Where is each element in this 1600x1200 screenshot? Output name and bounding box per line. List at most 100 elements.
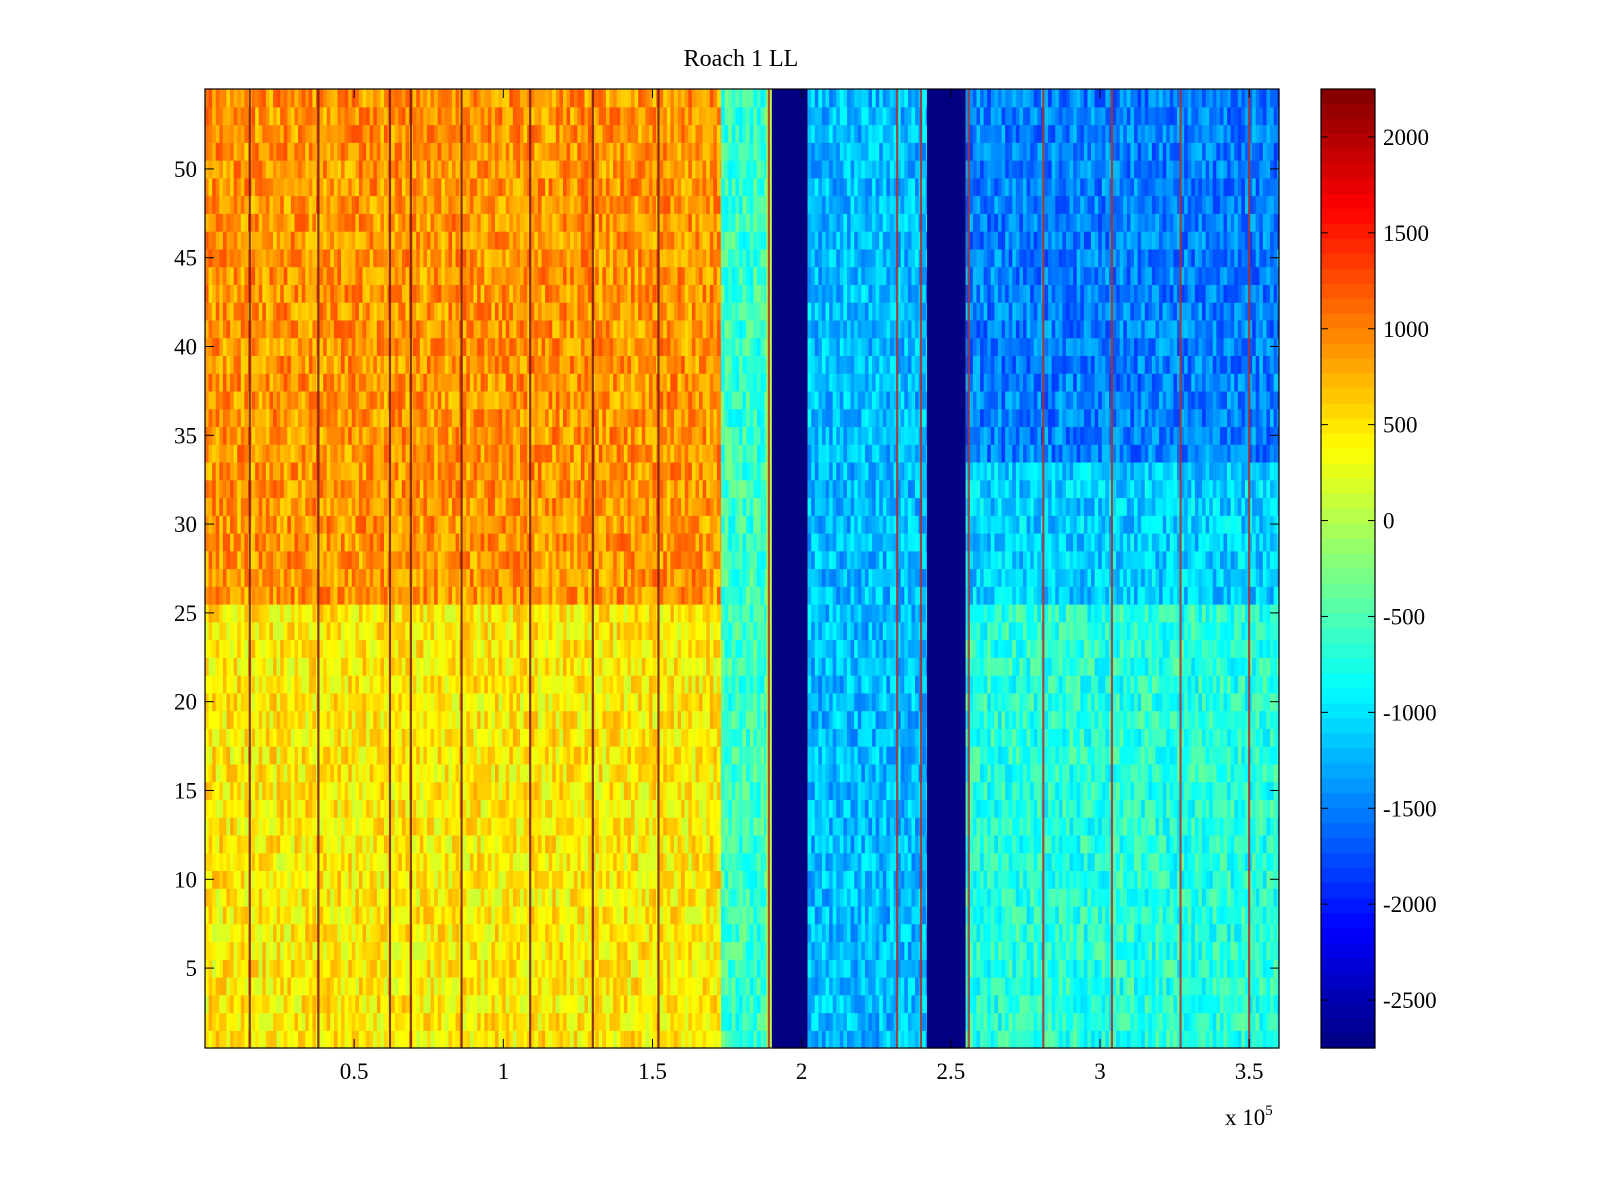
heatmap-cell <box>226 550 231 570</box>
heatmap-cell <box>580 888 586 907</box>
heatmap-cell <box>376 675 382 694</box>
heatmap-cell <box>366 586 371 605</box>
heatmap-cell <box>570 834 575 854</box>
heatmap-cell <box>691 479 697 499</box>
heatmap-cell <box>376 728 382 747</box>
heatmap-cell <box>283 781 288 800</box>
heatmap-cell <box>412 799 417 818</box>
heatmap-cell <box>713 799 718 818</box>
heatmap-cell <box>641 941 646 960</box>
heatmap-cell <box>466 870 471 889</box>
heatmap-cell <box>444 870 450 889</box>
heatmap-cell <box>555 976 561 996</box>
heatmap-cell <box>505 675 510 694</box>
heatmap-cell <box>688 639 693 658</box>
heatmap-cell <box>373 888 378 907</box>
heatmap-cell <box>570 994 575 1014</box>
heatmap-cell <box>437 657 442 676</box>
heatmap-cell <box>394 692 399 712</box>
heatmap-cell <box>627 959 632 978</box>
heatmap-cell <box>308 710 313 729</box>
heatmap-cell <box>713 728 718 747</box>
heatmap-cell <box>398 621 403 641</box>
heatmap-cell <box>684 799 689 818</box>
heatmap-cell <box>262 621 267 641</box>
heatmap-cell <box>434 675 439 694</box>
heatmap-cell <box>602 604 607 623</box>
heatmap-cell <box>255 568 260 587</box>
heatmap-cell <box>623 710 629 729</box>
heatmap-cell <box>541 1030 546 1049</box>
heatmap-plot-area <box>205 89 1280 1049</box>
heatmap-cell <box>373 639 378 658</box>
heatmap-cell <box>290 692 296 712</box>
heatmap-cell <box>333 994 339 1014</box>
heatmap-cell <box>595 639 600 658</box>
heatmap-cell <box>702 675 707 694</box>
heatmap-cell <box>555 497 561 516</box>
heatmap-cell <box>301 834 306 854</box>
heatmap-cell <box>462 817 467 836</box>
heatmap-cell <box>573 692 578 712</box>
heatmap-cell <box>212 461 217 481</box>
heatmap-cell <box>412 444 417 463</box>
heatmap-cell <box>344 710 349 729</box>
heatmap-cell <box>423 568 428 587</box>
heatmap-cell <box>584 657 589 676</box>
heatmap-cell <box>641 692 646 712</box>
heatmap-cell <box>480 817 485 836</box>
heatmap-cell <box>534 710 539 729</box>
heatmap-cell <box>627 515 632 534</box>
heatmap-cell <box>652 941 657 960</box>
heatmap-cell <box>244 586 249 605</box>
heatmap-cell <box>269 1012 274 1031</box>
heatmap-cell <box>355 746 360 765</box>
heatmap-cell <box>523 799 528 818</box>
heatmap-cell <box>212 639 217 658</box>
heatmap-cell <box>469 888 475 907</box>
heatmap-cell <box>541 657 546 676</box>
heatmap-cell <box>230 994 235 1014</box>
heatmap-cell <box>452 976 457 996</box>
heatmap-cell <box>276 923 281 943</box>
heatmap-cell <box>484 817 489 836</box>
heatmap-cell <box>244 479 249 499</box>
heatmap-cell <box>283 888 288 907</box>
heatmap-cell <box>573 532 578 552</box>
heatmap-cell <box>516 568 521 587</box>
heatmap-cell <box>670 444 675 463</box>
heatmap-cell <box>638 515 643 534</box>
heatmap-cell <box>212 799 217 818</box>
heatmap-cell <box>652 905 657 925</box>
heatmap-cell <box>634 461 639 481</box>
heatmap-cell <box>369 639 374 658</box>
heatmap-cell <box>670 532 675 552</box>
heatmap-cell <box>670 586 675 605</box>
heatmap-cell <box>251 604 256 623</box>
heatmap-cell <box>648 586 654 605</box>
heatmap-cell <box>226 817 231 836</box>
heatmap-cell <box>695 994 700 1014</box>
heatmap-cell <box>341 515 346 534</box>
heatmap-cell <box>645 923 650 943</box>
heatmap-cell <box>212 888 217 907</box>
heatmap-cell <box>541 746 546 765</box>
heatmap-cell <box>362 657 367 676</box>
heatmap-cell <box>534 781 539 800</box>
heatmap-cell <box>477 905 482 925</box>
heatmap-cell <box>670 781 675 800</box>
heatmap-cell <box>448 976 453 996</box>
heatmap-cell <box>412 604 417 623</box>
heatmap-cell <box>430 746 435 765</box>
heatmap-cell <box>455 515 460 534</box>
heatmap-cell <box>419 444 424 463</box>
heatmap-cell <box>276 941 281 960</box>
heatmap-cell <box>498 852 503 872</box>
heatmap-cell <box>394 852 399 872</box>
heatmap-cell <box>580 781 586 800</box>
heatmap-cell <box>480 586 485 605</box>
heatmap-cell <box>401 692 407 712</box>
heatmap-cell <box>308 479 313 499</box>
heatmap-cell <box>265 1012 271 1031</box>
heatmap-cell <box>244 550 249 570</box>
